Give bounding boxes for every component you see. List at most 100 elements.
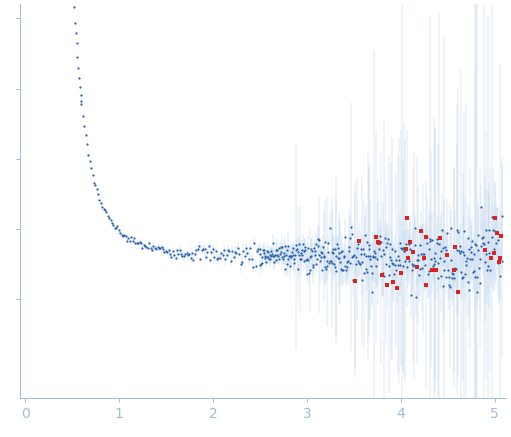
Point bbox=[377, 239, 385, 246]
Point bbox=[447, 225, 455, 232]
Point bbox=[283, 246, 291, 253]
Point bbox=[367, 288, 376, 295]
Point bbox=[333, 240, 341, 247]
Point bbox=[286, 262, 294, 269]
Point bbox=[71, 19, 79, 26]
Point bbox=[457, 269, 466, 276]
Point bbox=[299, 240, 307, 247]
Point bbox=[422, 233, 430, 240]
Point bbox=[273, 252, 281, 259]
Point bbox=[282, 251, 290, 258]
Point bbox=[403, 215, 411, 222]
Point bbox=[311, 252, 319, 259]
Point bbox=[223, 251, 231, 258]
Point bbox=[404, 255, 412, 262]
Point bbox=[471, 273, 479, 280]
Point bbox=[459, 273, 468, 280]
Point bbox=[276, 249, 285, 256]
Point bbox=[253, 247, 261, 254]
Point bbox=[156, 245, 165, 252]
Point bbox=[415, 266, 424, 273]
Point bbox=[456, 243, 464, 250]
Point bbox=[458, 249, 467, 256]
Point bbox=[375, 239, 383, 246]
Point bbox=[316, 257, 324, 264]
Point bbox=[267, 247, 275, 254]
Point bbox=[345, 244, 353, 251]
Point bbox=[407, 292, 415, 299]
Point bbox=[166, 250, 174, 257]
Point bbox=[479, 234, 487, 241]
Point bbox=[487, 214, 496, 221]
Point bbox=[124, 234, 132, 241]
Point bbox=[439, 244, 447, 251]
Point bbox=[162, 248, 170, 255]
Point bbox=[477, 243, 485, 250]
Point bbox=[256, 262, 264, 269]
Point bbox=[329, 246, 337, 253]
Point bbox=[250, 239, 259, 246]
Point bbox=[322, 266, 330, 273]
Point bbox=[176, 246, 184, 253]
Point bbox=[405, 257, 413, 264]
Point bbox=[210, 253, 218, 260]
Point bbox=[300, 247, 309, 254]
Point bbox=[295, 251, 304, 258]
Point bbox=[444, 252, 452, 259]
Point bbox=[257, 245, 265, 252]
Point bbox=[473, 273, 481, 280]
Point bbox=[421, 250, 429, 257]
Point bbox=[318, 250, 327, 257]
Point bbox=[489, 234, 497, 241]
Point bbox=[90, 180, 98, 187]
Point bbox=[412, 293, 420, 300]
Point bbox=[344, 247, 353, 254]
Point bbox=[477, 204, 485, 211]
Point bbox=[342, 259, 351, 266]
Point bbox=[444, 267, 452, 274]
Point bbox=[406, 246, 414, 253]
Point bbox=[227, 257, 235, 264]
Point bbox=[436, 255, 444, 262]
Point bbox=[163, 248, 171, 255]
Point bbox=[435, 234, 444, 241]
Point bbox=[387, 257, 395, 264]
Point bbox=[133, 240, 141, 247]
Point bbox=[145, 239, 153, 246]
Point bbox=[338, 248, 346, 255]
Point bbox=[396, 262, 404, 269]
Point bbox=[437, 273, 445, 280]
Point bbox=[423, 239, 431, 246]
Point bbox=[320, 253, 329, 260]
Point bbox=[347, 224, 355, 231]
Point bbox=[365, 241, 373, 248]
Point bbox=[298, 246, 306, 253]
Point bbox=[387, 260, 396, 267]
Point bbox=[400, 247, 408, 254]
Point bbox=[353, 245, 361, 252]
Point bbox=[280, 253, 288, 260]
Point bbox=[195, 243, 203, 250]
Point bbox=[497, 212, 505, 219]
Point bbox=[149, 243, 157, 250]
Point bbox=[348, 254, 356, 261]
Point bbox=[420, 254, 428, 261]
Point bbox=[264, 253, 272, 260]
Point bbox=[418, 264, 426, 271]
Point bbox=[301, 244, 310, 251]
Point bbox=[357, 246, 365, 253]
Point bbox=[385, 271, 393, 278]
Point bbox=[431, 250, 439, 257]
Point bbox=[138, 244, 147, 251]
Point bbox=[104, 212, 112, 219]
Point bbox=[233, 250, 241, 257]
Point bbox=[120, 232, 128, 239]
Point bbox=[249, 263, 257, 270]
Point bbox=[454, 288, 462, 295]
Point bbox=[376, 246, 384, 253]
Point bbox=[463, 235, 472, 242]
Point bbox=[469, 269, 477, 276]
Point bbox=[343, 264, 352, 271]
Point bbox=[198, 247, 206, 254]
Point bbox=[326, 225, 334, 232]
